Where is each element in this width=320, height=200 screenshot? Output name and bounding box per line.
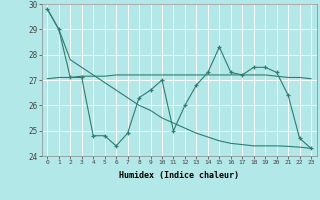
X-axis label: Humidex (Indice chaleur): Humidex (Indice chaleur)	[119, 171, 239, 180]
